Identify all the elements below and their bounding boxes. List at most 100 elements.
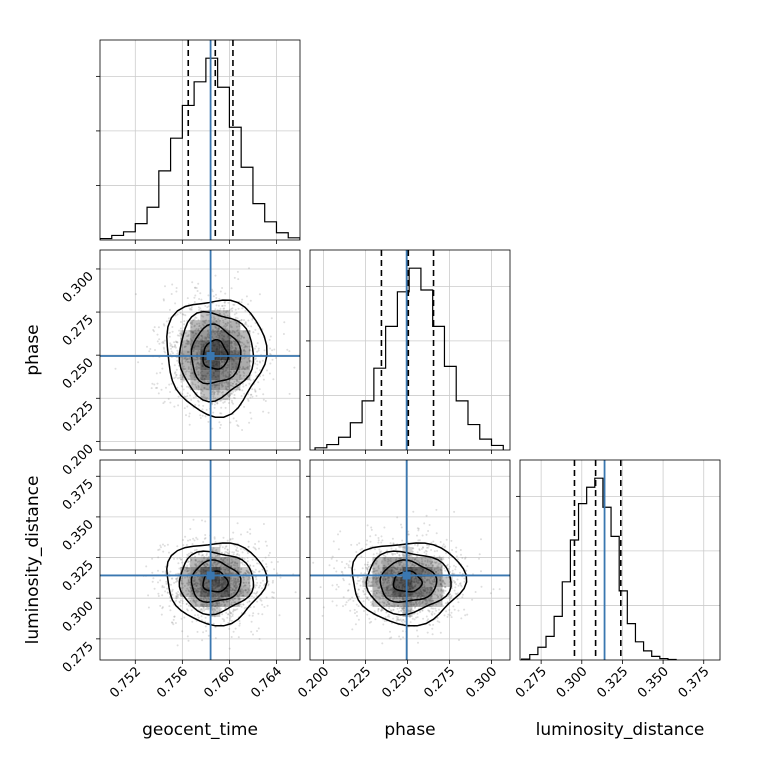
- sample-point: [223, 324, 226, 327]
- sample-point: [466, 613, 469, 616]
- sample-point: [193, 379, 196, 382]
- sample-point: [229, 371, 232, 373]
- sample-point: [247, 398, 249, 401]
- sample-point: [440, 558, 443, 561]
- sample-point: [227, 371, 229, 374]
- sample-point: [225, 380, 228, 383]
- sample-point: [369, 584, 372, 587]
- density-cell: [422, 586, 433, 597]
- sample-point: [223, 400, 226, 403]
- sample-point: [372, 553, 375, 556]
- sample-point: [401, 553, 404, 556]
- density-cell: [180, 586, 191, 597]
- sample-point: [199, 414, 202, 417]
- sample-point: [357, 588, 360, 591]
- sample-point: [442, 592, 445, 595]
- sample-point: [399, 546, 401, 549]
- sample-point: [372, 567, 375, 570]
- sample-point: [266, 369, 268, 372]
- sample-point: [222, 374, 225, 377]
- sample-point: [369, 540, 372, 543]
- sample-point: [389, 560, 392, 563]
- sample-point: [230, 345, 233, 348]
- sample-point: [402, 598, 405, 601]
- sample-point: [426, 559, 429, 562]
- sample-point: [241, 588, 243, 591]
- sample-point: [216, 602, 219, 605]
- sample-point: [195, 287, 198, 289]
- sample-point: [345, 562, 348, 565]
- sample-point: [237, 580, 240, 583]
- sample-point: [214, 384, 217, 386]
- sample-point: [451, 549, 454, 551]
- sample-point: [229, 614, 231, 617]
- density-cell: [412, 576, 423, 587]
- sample-point: [180, 380, 183, 383]
- sample-point: [230, 399, 233, 402]
- sample-point: [255, 578, 258, 581]
- sample-point: [247, 367, 249, 370]
- sample-point: [197, 552, 200, 555]
- sample-point: [203, 609, 206, 612]
- sample-point: [212, 411, 215, 414]
- sample-point: [232, 303, 235, 306]
- sample-point: [205, 408, 208, 411]
- sample-point: [187, 367, 190, 370]
- sample-point: [402, 598, 405, 600]
- sample-point: [440, 588, 443, 591]
- sample-point: [384, 616, 387, 619]
- sample-point: [381, 601, 384, 604]
- sample-point: [157, 326, 160, 329]
- sample-point: [410, 564, 413, 567]
- sample-point: [213, 310, 216, 312]
- sample-point: [447, 613, 450, 616]
- sample-point: [436, 588, 439, 591]
- sample-point: [266, 604, 269, 607]
- sample-point: [426, 560, 429, 563]
- sample-point: [177, 594, 179, 597]
- sample-point: [192, 331, 195, 333]
- sample-point: [222, 601, 225, 604]
- sample-point: [206, 330, 209, 333]
- sample-point: [205, 608, 208, 611]
- density-cell: [372, 586, 383, 597]
- sample-point: [243, 372, 246, 375]
- sample-point: [180, 558, 182, 561]
- sample-point: [275, 357, 277, 359]
- sample-point: [194, 332, 197, 335]
- sample-point: [416, 635, 419, 638]
- sample-point: [186, 609, 189, 612]
- sample-point: [193, 325, 196, 328]
- sample-point: [241, 382, 244, 385]
- sample-point: [193, 583, 196, 586]
- sample-point: [247, 578, 250, 581]
- sample-point: [432, 581, 435, 584]
- sample-point: [223, 561, 226, 564]
- sample-point: [244, 330, 247, 333]
- sample-point: [245, 384, 248, 387]
- sample-point: [248, 348, 251, 351]
- sample-point: [197, 590, 200, 593]
- sample-point: [371, 585, 374, 587]
- sample-point: [437, 569, 440, 572]
- 2d-phase-luminosity_distance-contour-3: [351, 542, 468, 627]
- sample-point: [184, 357, 187, 360]
- sample-point: [178, 557, 181, 560]
- sample-point: [212, 397, 215, 400]
- sample-point: [191, 592, 194, 595]
- sample-point: [225, 387, 228, 390]
- sample-point: [178, 600, 181, 603]
- sample-point: [464, 614, 467, 617]
- sample-point: [340, 570, 343, 573]
- density-cell: [372, 556, 383, 567]
- sample-point: [175, 597, 177, 600]
- sample-point: [273, 568, 276, 571]
- sample-point: [211, 556, 214, 559]
- sample-point: [170, 583, 172, 586]
- sample-point: [242, 365, 245, 368]
- sample-point: [363, 587, 366, 590]
- sample-point: [195, 368, 198, 371]
- sample-point: [190, 558, 193, 561]
- 2d-geocent_time-phase-ytick-label: 0.300: [60, 269, 97, 306]
- sample-point: [357, 595, 360, 598]
